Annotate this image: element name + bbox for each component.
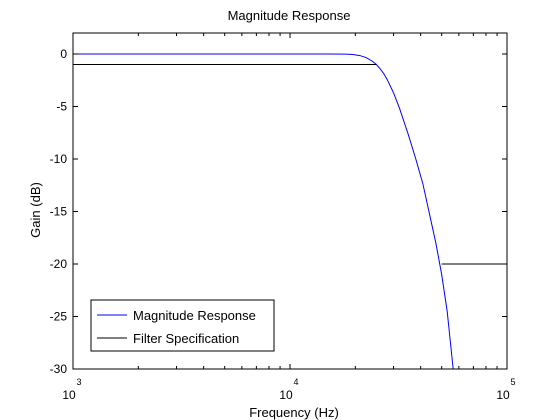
legend-entry-label: Filter Specification: [133, 331, 239, 346]
x-tick-label-base: 10: [62, 388, 76, 402]
x-axis-label: Frequency (Hz): [249, 405, 339, 420]
y-tick-label: 0: [60, 47, 67, 61]
chart-title: Magnitude Response: [228, 8, 351, 23]
y-tick-label: -30: [50, 362, 68, 376]
x-tick-label-base: 10: [279, 388, 293, 402]
y-axis-label: Gain (dB): [28, 182, 43, 238]
legend: Magnitude Response Filter Specification: [90, 299, 275, 352]
x-tick-label-exponent: 4: [293, 377, 298, 387]
y-tick-label: -5: [56, 100, 67, 114]
y-tick-label: -20: [50, 257, 68, 271]
x-tick-label-base: 10: [496, 388, 510, 402]
y-tick-label: -10: [50, 152, 68, 166]
x-tick-label-exponent: 5: [510, 377, 515, 387]
series-line-0-0: [73, 53, 454, 369]
y-tick-label: -25: [50, 310, 68, 324]
y-tick-label: -15: [50, 205, 68, 219]
x-tick-label-exponent: 3: [76, 377, 81, 387]
legend-box: [90, 299, 275, 352]
series-layer: [73, 53, 507, 369]
legend-entry-label: Magnitude Response: [133, 308, 256, 323]
